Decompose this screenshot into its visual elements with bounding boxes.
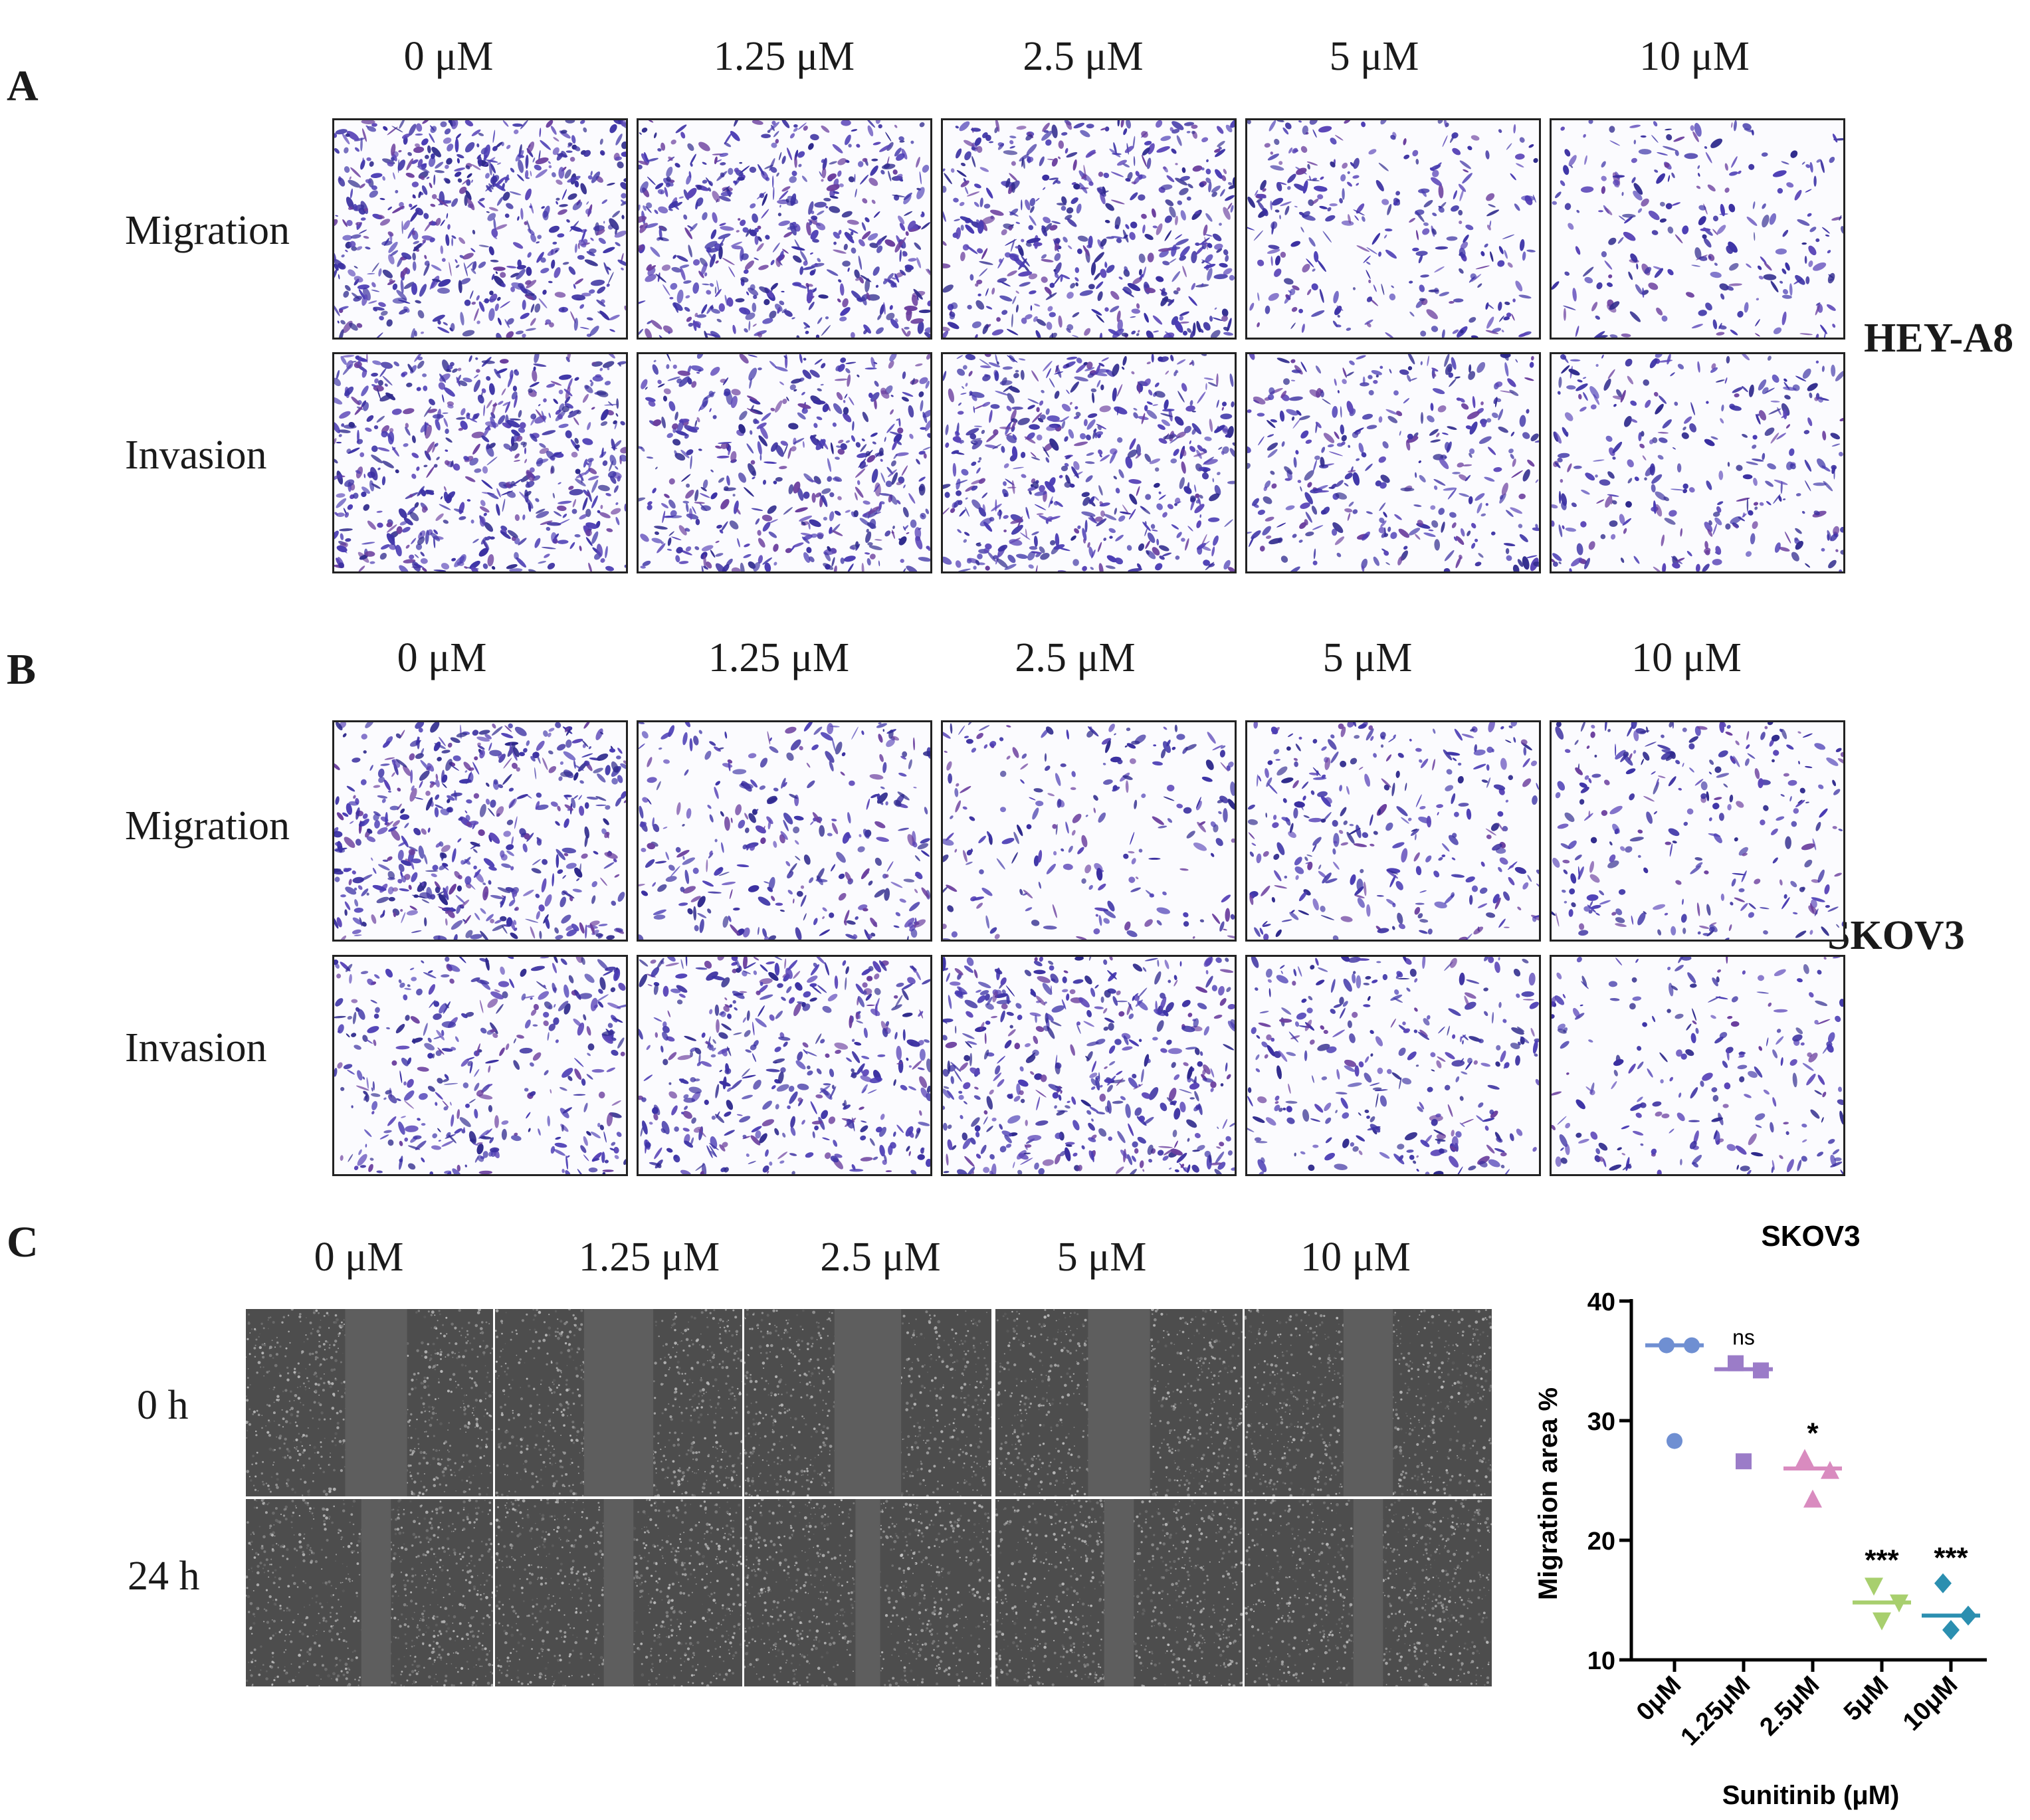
hey-a8-micrograph <box>1245 352 1541 573</box>
concentration-label: 0 μM <box>403 34 494 79</box>
concentration-label: 5 μM <box>1329 34 1419 79</box>
scratch-assay-image <box>246 1499 493 1686</box>
scratch-assay-image <box>995 1309 1243 1496</box>
chart-x-tick-label: 1.25μM <box>1676 1671 1756 1752</box>
panel-b-row-label-migration: Migration <box>125 803 290 849</box>
skov3-micrograph <box>1550 955 1845 1176</box>
panel-b-letter: B <box>7 645 37 694</box>
panel-a-letter: A <box>7 62 39 110</box>
chart-data-point <box>1753 1362 1769 1379</box>
panel-a-cell-line-label: HEY-A8 <box>1864 316 2014 361</box>
concentration-label: 2.5 μM <box>820 1235 941 1280</box>
chart-significance-label: * <box>1807 1417 1819 1450</box>
chart-y-tick-label: 40 <box>1587 1288 1615 1316</box>
chart-data-point <box>1821 1461 1839 1479</box>
skov3-micrograph <box>332 720 628 942</box>
concentration-label: 2.5 μM <box>1023 34 1144 79</box>
concentration-label: 5 μM <box>1057 1235 1147 1280</box>
scratch-assay-image <box>495 1499 742 1686</box>
hey-a8-micrograph <box>1550 118 1845 340</box>
chart-y-tick-label: 10 <box>1587 1647 1615 1675</box>
chart-data-point <box>1667 1433 1682 1449</box>
concentration-label: 2.5 μM <box>1015 635 1136 680</box>
scratch-assay-image <box>1245 1309 1492 1496</box>
hey-a8-micrograph <box>332 352 628 573</box>
chart-y-axis-label: Migration area % <box>1534 1387 1563 1600</box>
scratch-assay-image <box>495 1309 742 1496</box>
chart-significance-label: *** <box>1865 1544 1899 1576</box>
concentration-label: 0 μM <box>397 635 487 680</box>
chart-data-point <box>1934 1573 1952 1593</box>
chart-data-point <box>1942 1620 1960 1640</box>
panel-c-letter: C <box>7 1218 39 1266</box>
chart-x-tick-label: 2.5μM <box>1754 1671 1825 1742</box>
concentration-label: 1.25 μM <box>713 34 855 79</box>
chart-data-point <box>1873 1612 1891 1631</box>
concentration-label: 10 μM <box>1639 34 1750 79</box>
chart-x-tick-label: 10μM <box>1898 1671 1963 1736</box>
scratch-assay-image <box>1245 1499 1492 1686</box>
skov3-micrograph <box>637 720 932 942</box>
hey-a8-micrograph <box>637 352 932 573</box>
skov3-micrograph <box>1245 720 1541 942</box>
chart-data-point <box>1684 1337 1700 1354</box>
chart-significance-label: ns <box>1732 1326 1755 1350</box>
chart-data-point <box>1795 1449 1814 1467</box>
hey-a8-micrograph <box>1550 352 1845 573</box>
panel-c-row-label-0h: 0 h <box>137 1383 189 1428</box>
panel-c-row-label-24h: 24 h <box>128 1554 200 1599</box>
chart-data-point <box>1890 1594 1908 1613</box>
panel-b-cell-line-label: SKOV3 <box>1827 913 1965 958</box>
chart-data-point <box>1659 1337 1675 1354</box>
chart-y-tick-label: 30 <box>1587 1408 1615 1436</box>
chart-data-point <box>1736 1453 1752 1470</box>
hey-a8-micrograph <box>941 352 1237 573</box>
hey-a8-micrograph <box>1245 118 1541 340</box>
concentration-label: 10 μM <box>1631 635 1742 680</box>
hey-a8-micrograph <box>637 118 932 340</box>
skov3-micrograph <box>941 955 1237 1176</box>
skov3-micrograph <box>941 720 1237 942</box>
scratch-assay-image <box>246 1309 493 1496</box>
concentration-label: 0 μM <box>314 1235 404 1280</box>
skov3-micrograph <box>1550 720 1845 942</box>
panel-a-row-label-invasion: Invasion <box>125 433 267 478</box>
concentration-label: 10 μM <box>1300 1235 1411 1280</box>
chart-data-point <box>1728 1355 1744 1371</box>
scratch-assay-image <box>995 1499 1243 1686</box>
skov3-micrograph <box>637 955 932 1176</box>
chart-title: SKOV3 <box>1761 1220 1860 1253</box>
chart-significance-label: *** <box>1934 1542 1968 1574</box>
chart-data-point <box>1960 1605 1977 1626</box>
chart-marks: ns**** *** <box>1645 1326 1980 1640</box>
chart-data-point <box>1865 1577 1883 1596</box>
migration-area-chart: SKOV3 Migration area % Sunitinib (μM) 10… <box>1534 1220 1987 1810</box>
scratch-assay-image <box>744 1499 991 1686</box>
hey-a8-micrograph <box>332 118 628 340</box>
hey-a8-micrograph <box>941 118 1237 340</box>
chart-y-tick-label: 20 <box>1587 1528 1615 1556</box>
chart-x-axis-label: Sunitinib (μM) <box>1722 1781 1900 1810</box>
panel-b-row-label-invasion: Invasion <box>125 1025 267 1070</box>
chart-x-tick-label: 0μM <box>1631 1671 1686 1726</box>
panel-a-row-label-migration: Migration <box>125 208 290 253</box>
scratch-assay-image <box>744 1309 991 1496</box>
chart-data-point <box>1803 1489 1822 1508</box>
skov3-micrograph <box>1245 955 1541 1176</box>
concentration-label: 1.25 μM <box>578 1235 720 1280</box>
skov3-micrograph <box>332 955 628 1176</box>
concentration-label: 1.25 μM <box>708 635 850 680</box>
chart-x-tick-label: 5μM <box>1839 1671 1894 1726</box>
concentration-label: 5 μM <box>1322 635 1413 680</box>
